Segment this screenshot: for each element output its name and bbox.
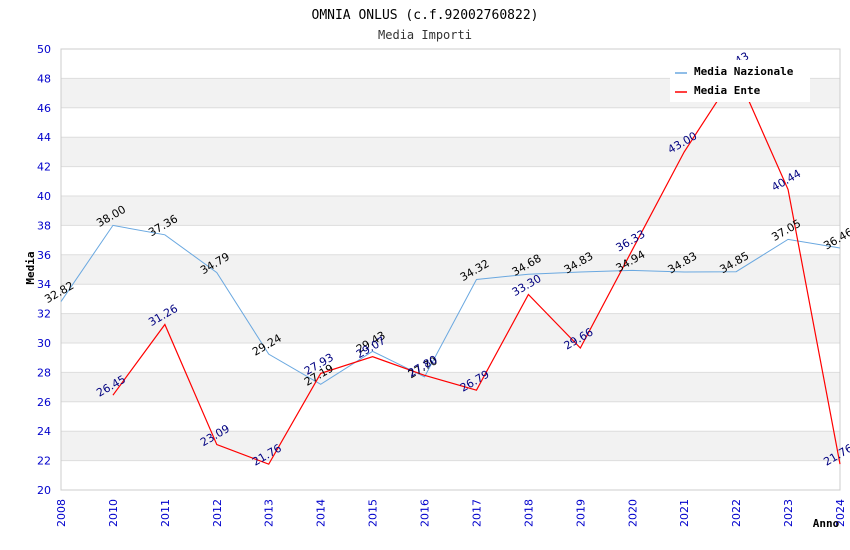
plot-area bbox=[60, 48, 841, 491]
y-tick-label: 44 bbox=[37, 131, 51, 144]
grid-bands bbox=[61, 78, 840, 461]
y-tick-label: 30 bbox=[37, 337, 51, 350]
legend: Media Nazionale Media Ente bbox=[670, 60, 810, 102]
y-tick-label: 24 bbox=[37, 425, 51, 438]
x-tick-label: 2011 bbox=[159, 499, 172, 527]
grid-band bbox=[61, 196, 840, 226]
y-tick-label: 48 bbox=[37, 72, 51, 85]
x-tick-label: 2020 bbox=[626, 499, 639, 527]
x-tick-label: 2022 bbox=[730, 499, 743, 527]
y-tick-label: 42 bbox=[37, 161, 51, 174]
x-axis-label: Anno bbox=[813, 517, 840, 530]
y-tick-label: 28 bbox=[37, 366, 51, 379]
chart-title: OMNIA ONLUS (c.f.92002760822) bbox=[312, 8, 539, 23]
chart-subtitle: Media Importi bbox=[378, 28, 472, 42]
y-tick-label: 36 bbox=[37, 249, 51, 262]
grid-band bbox=[61, 431, 840, 461]
x-tick-label: 2017 bbox=[470, 499, 483, 527]
x-tick-label: 2014 bbox=[315, 499, 328, 527]
legend-box bbox=[670, 60, 810, 102]
x-tick-label: 2008 bbox=[55, 499, 68, 527]
x-tick-label: 2013 bbox=[263, 499, 276, 527]
x-tick-label: 2024 bbox=[834, 499, 847, 527]
y-axis-ticks: 20 22 24 26 28 30 32 34 36 38 40 42 44 46 48 50 bbox=[37, 43, 51, 497]
x-tick-label: 2016 bbox=[419, 499, 432, 527]
x-tick-label: 2023 bbox=[782, 499, 795, 527]
grid-band bbox=[61, 254, 840, 285]
y-tick-label: 22 bbox=[37, 455, 51, 468]
y-tick-label: 32 bbox=[37, 308, 51, 321]
x-tick-label: 2012 bbox=[211, 499, 224, 527]
y-tick-label: 34 bbox=[37, 278, 51, 291]
y-tick-label: 38 bbox=[37, 219, 51, 232]
y-tick-label: 20 bbox=[37, 484, 51, 497]
y-tick-label: 26 bbox=[37, 396, 51, 409]
y-tick-label: 40 bbox=[37, 190, 51, 203]
grid-band bbox=[61, 137, 840, 167]
grid-band bbox=[61, 372, 840, 402]
legend-label-media-ente: Media Ente bbox=[694, 84, 761, 97]
x-tick-label: 2019 bbox=[574, 499, 587, 527]
y-tick-label: 50 bbox=[37, 43, 51, 56]
x-tick-label: 2015 bbox=[367, 499, 380, 527]
y-axis-label: Media bbox=[24, 251, 37, 284]
x-tick-label: 2018 bbox=[522, 499, 535, 527]
x-axis-ticks: 2008 2010 2011 2012 2013 2014 2015 2016 2017 2018… bbox=[55, 499, 847, 527]
data-label: 36.46 bbox=[821, 226, 850, 253]
data-label: 40.44 bbox=[769, 167, 803, 194]
legend-label-media-nazionale: Media Nazionale bbox=[694, 65, 794, 78]
x-tick-label: 2021 bbox=[678, 499, 691, 527]
series-line-media-nazionale bbox=[60, 224, 841, 385]
y-tick-label: 46 bbox=[37, 102, 51, 115]
x-tick-label: 2010 bbox=[107, 499, 120, 527]
